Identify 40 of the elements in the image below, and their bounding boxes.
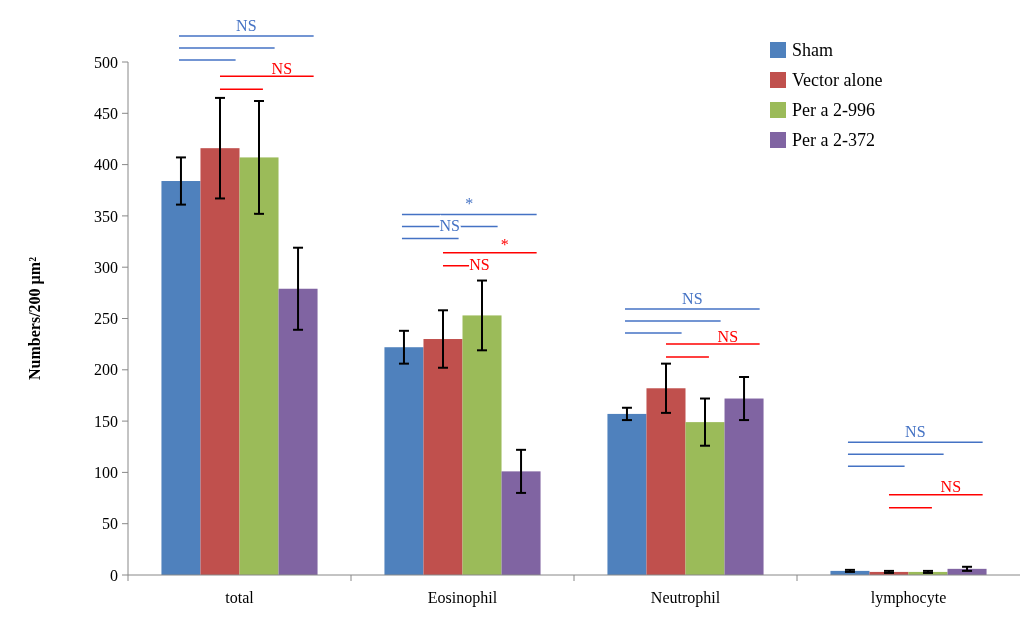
text: NS bbox=[236, 16, 257, 34]
annotation: * bbox=[500, 236, 509, 254]
legend-label: Per a 2-372 bbox=[792, 130, 875, 151]
legend-label: Per a 2-996 bbox=[792, 100, 875, 121]
y-tick-label: 450 bbox=[94, 104, 118, 122]
x-tick-label: Neutrophil bbox=[650, 589, 721, 607]
y-tick-label: 200 bbox=[94, 361, 118, 379]
legend-label: Sham bbox=[792, 40, 834, 61]
bar bbox=[685, 422, 725, 575]
bar bbox=[278, 288, 318, 575]
bar bbox=[384, 347, 424, 575]
y-tick-label: 500 bbox=[94, 53, 118, 71]
annotation: NS bbox=[717, 327, 739, 345]
bar bbox=[161, 181, 201, 575]
annotation: NS bbox=[905, 422, 926, 440]
bar bbox=[724, 398, 764, 575]
y-tick-label: 350 bbox=[94, 207, 118, 225]
annotation: NS bbox=[940, 478, 962, 496]
y-tick-label: 250 bbox=[94, 310, 118, 328]
bar bbox=[462, 315, 502, 575]
bar bbox=[501, 471, 541, 575]
y-tick-label: 50 bbox=[102, 515, 118, 533]
y-tick-label: 400 bbox=[94, 156, 118, 174]
x-tick-label: Eosinophil bbox=[427, 589, 498, 607]
x-tick-label: lymphocyte bbox=[870, 589, 947, 607]
legend-label: Vector alone bbox=[792, 70, 883, 91]
bar bbox=[607, 413, 647, 575]
bar bbox=[423, 339, 463, 575]
y-tick-label: 150 bbox=[94, 412, 118, 430]
y-tick-label: 300 bbox=[94, 258, 118, 276]
annotation: * bbox=[465, 195, 474, 213]
annotation: NS bbox=[271, 59, 293, 77]
y-axis-title: Numbers/200 µm² bbox=[26, 256, 44, 380]
bar bbox=[646, 388, 686, 575]
bar bbox=[200, 148, 240, 575]
annotation: NS bbox=[682, 289, 703, 307]
y-tick-label: 100 bbox=[94, 464, 118, 481]
y-tick-label: 0 bbox=[110, 566, 118, 584]
x-tick-label: total bbox=[225, 589, 255, 606]
bar bbox=[239, 157, 279, 575]
